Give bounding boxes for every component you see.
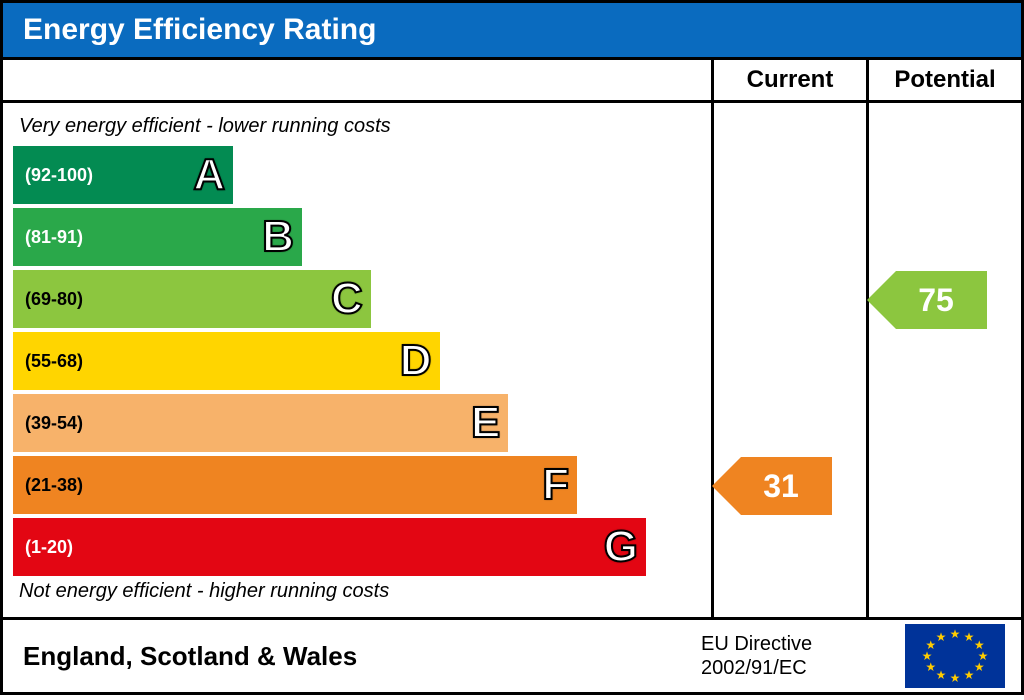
- current-rating-arrow: 31: [712, 457, 832, 515]
- epc-certificate: Energy Efficiency Rating Current Potenti…: [0, 0, 1024, 695]
- main-grid: Current Potential Very energy efficient …: [3, 57, 1021, 617]
- band-e: (39-54) E: [13, 394, 508, 452]
- eu-star-icon: ★: [936, 668, 947, 682]
- band-range: (69-80): [13, 289, 83, 310]
- top-caption: Very energy efficient - lower running co…: [13, 111, 701, 146]
- band-g: (1-20) G: [13, 518, 646, 576]
- band-letter: F: [542, 460, 569, 510]
- band-d: (55-68) D: [13, 332, 440, 390]
- eu-star-icon: ★: [950, 671, 961, 685]
- directive-line1: EU Directive: [701, 632, 901, 656]
- band-range: (39-54): [13, 413, 83, 434]
- eu-star-icon: ★: [964, 630, 975, 644]
- band-b: (81-91) B: [13, 208, 302, 266]
- band-f: (21-38) F: [13, 456, 577, 514]
- band-letter: C: [331, 274, 363, 324]
- eu-star-icon: ★: [936, 630, 947, 644]
- potential-rating-arrow: 75: [867, 271, 987, 329]
- band-range: (21-38): [13, 475, 83, 496]
- eu-star-icon: ★: [974, 660, 985, 674]
- band-range: (1-20): [13, 537, 73, 558]
- band-letter: E: [471, 398, 500, 448]
- current-column: 31: [711, 100, 866, 617]
- footer-region: England, Scotland & Wales: [3, 629, 701, 684]
- chart-header-spacer: [3, 57, 711, 100]
- potential-column: 75: [866, 100, 1021, 617]
- directive-line2: 2002/91/EC: [701, 656, 901, 680]
- eu-star-icon: ★: [925, 638, 936, 652]
- band-letter: B: [262, 212, 294, 262]
- band-letter: D: [400, 336, 432, 386]
- eu-flag-icon: ★★★★★★★★★★★★: [905, 624, 1005, 688]
- chart-area: Very energy efficient - lower running co…: [3, 100, 711, 617]
- current-rating-value: 31: [745, 468, 799, 505]
- title-text: Energy Efficiency Rating: [23, 13, 376, 46]
- column-header-potential: Potential: [866, 57, 1021, 100]
- title-bar: Energy Efficiency Rating: [3, 3, 1021, 57]
- band-range: (81-91): [13, 227, 83, 248]
- band-a: (92-100) A: [13, 146, 233, 204]
- eu-star-icon: ★: [950, 627, 961, 641]
- band-range: (55-68): [13, 351, 83, 372]
- column-header-current: Current: [711, 57, 866, 100]
- footer: England, Scotland & Wales EU Directive 2…: [3, 617, 1021, 692]
- eu-star-icon: ★: [964, 668, 975, 682]
- bottom-caption: Not energy efficient - higher running co…: [13, 576, 701, 611]
- band-range: (92-100): [13, 165, 93, 186]
- band-letter: G: [604, 522, 638, 572]
- band-letter: A: [193, 150, 225, 200]
- footer-directive: EU Directive 2002/91/EC: [701, 632, 901, 680]
- band-c: (69-80) C: [13, 270, 371, 328]
- bands-container: (92-100) A (81-91) B (69-80) C (55-68) D (39-54)…: [13, 146, 701, 576]
- potential-rating-value: 75: [900, 282, 954, 319]
